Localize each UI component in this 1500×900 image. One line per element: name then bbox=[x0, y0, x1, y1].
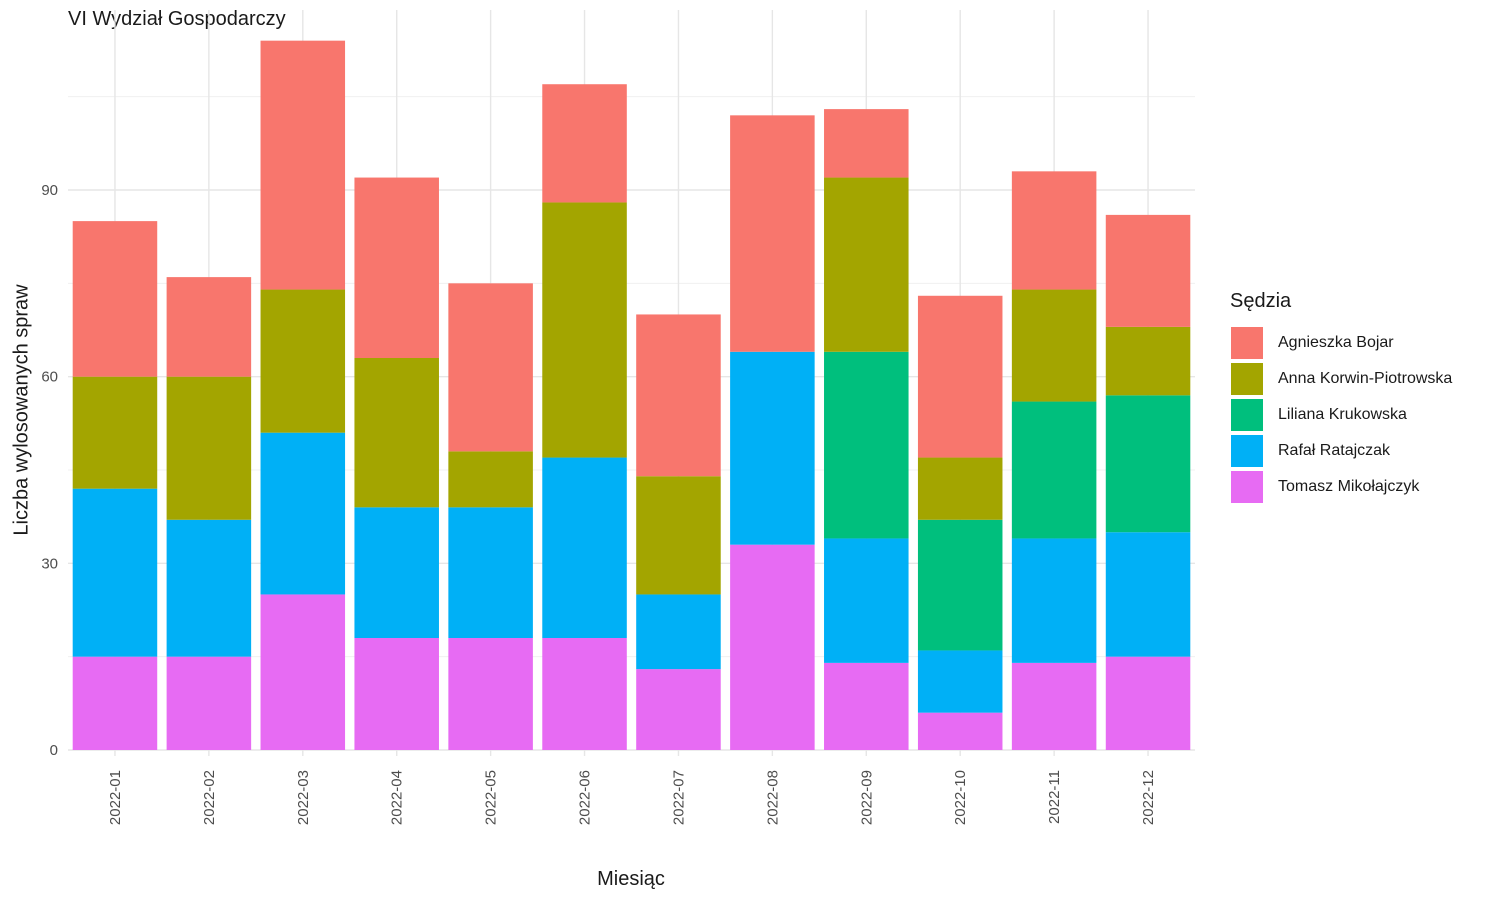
y-tick-label: 90 bbox=[41, 182, 58, 199]
legend-item: Agnieszka Bojar bbox=[1230, 325, 1452, 361]
bar-segment bbox=[354, 358, 439, 508]
x-tick-label: 2022-04 bbox=[389, 770, 406, 825]
bar-segment bbox=[354, 177, 439, 358]
legend-item: Anna Korwin-Piotrowska bbox=[1230, 361, 1452, 397]
bar-segment bbox=[1011, 289, 1097, 402]
bar-segment bbox=[260, 432, 346, 595]
bar-segment bbox=[448, 451, 533, 508]
bar-segment bbox=[636, 476, 721, 595]
legend-swatch bbox=[1230, 434, 1264, 468]
bar-segment bbox=[917, 712, 1003, 750]
bar-segment bbox=[1105, 395, 1191, 533]
x-tick-label: 2022-11 bbox=[1046, 770, 1063, 824]
bar-segment bbox=[1105, 214, 1191, 327]
bar-segment bbox=[824, 109, 909, 178]
bar-segment bbox=[72, 656, 158, 750]
bar-segment bbox=[166, 519, 252, 657]
x-tick-label: 2022-06 bbox=[577, 770, 594, 825]
legend-label: Liliana Krukowska bbox=[1278, 406, 1407, 423]
chart-title: VI Wydział Gospodarczy bbox=[68, 8, 286, 30]
legend-label: Agnieszka Bojar bbox=[1278, 334, 1394, 351]
bar-segment bbox=[824, 538, 909, 663]
bar-segment bbox=[824, 662, 909, 750]
legend-swatch bbox=[1230, 326, 1264, 360]
legend-swatch bbox=[1230, 398, 1264, 432]
bar-segment bbox=[1105, 532, 1191, 657]
x-tick-label: 2022-01 bbox=[107, 770, 124, 825]
y-tick-label: 0 bbox=[50, 742, 58, 759]
x-tick-label: 2022-10 bbox=[952, 770, 969, 825]
y-tick-label: 30 bbox=[41, 555, 58, 572]
y-tick-label: 60 bbox=[41, 369, 58, 386]
bar-segment bbox=[72, 221, 158, 377]
bar-segment bbox=[917, 295, 1003, 458]
x-tick-label: 2022-08 bbox=[764, 770, 781, 825]
x-tick-label: 2022-09 bbox=[858, 770, 875, 825]
legend-item: Rafał Ratajczak bbox=[1230, 433, 1452, 469]
legend-label: Anna Korwin-Piotrowska bbox=[1278, 370, 1453, 387]
bar-segment bbox=[72, 376, 158, 489]
bar-segment bbox=[166, 277, 252, 377]
bar-segment bbox=[917, 457, 1003, 520]
legend-swatch bbox=[1230, 470, 1264, 504]
bar-segment bbox=[636, 594, 721, 670]
bar-segment bbox=[824, 177, 909, 352]
bar-segment bbox=[1105, 656, 1191, 750]
bar-segment bbox=[260, 289, 346, 433]
bar-segment bbox=[730, 115, 815, 352]
legend-items: Agnieszka Bojar Anna Korwin-Piotrowska Lil… bbox=[1230, 325, 1452, 505]
legend-swatch bbox=[1230, 362, 1264, 396]
x-tick-label: 2022-07 bbox=[670, 770, 687, 825]
bar-segment bbox=[1011, 538, 1097, 663]
bar-segment bbox=[260, 40, 346, 290]
bar-segment bbox=[730, 351, 815, 545]
bar-segment bbox=[1105, 326, 1191, 396]
legend-item: Liliana Krukowska bbox=[1230, 397, 1452, 433]
bar-segment bbox=[542, 84, 627, 203]
bar-segment bbox=[542, 457, 627, 638]
bar-segment bbox=[448, 638, 533, 750]
x-tick-label: 2022-02 bbox=[201, 770, 218, 825]
bar-segment bbox=[636, 669, 721, 750]
legend-label: Rafał Ratajczak bbox=[1278, 442, 1391, 459]
x-tick-label: 2022-03 bbox=[295, 770, 312, 825]
bar-segment bbox=[166, 376, 252, 520]
bar-segment bbox=[542, 638, 627, 750]
bar-segment bbox=[917, 650, 1003, 713]
bar-segment bbox=[730, 544, 815, 750]
bar-segment bbox=[166, 656, 252, 750]
bar-segment bbox=[1011, 662, 1097, 750]
bar-segment bbox=[636, 314, 721, 477]
x-axis-label: Miesiąc bbox=[597, 868, 665, 890]
bar-segment bbox=[448, 283, 533, 452]
legend: Sędzia Agnieszka Bojar Anna Korwin-Piotro… bbox=[1230, 290, 1452, 505]
bar-segment bbox=[1011, 401, 1097, 539]
x-tick-label: 2022-05 bbox=[483, 770, 500, 825]
legend-label: Tomasz Mikołajczyk bbox=[1278, 478, 1420, 495]
bar-segment bbox=[824, 351, 909, 539]
bar-segment bbox=[354, 507, 439, 638]
x-tick-label: 2022-12 bbox=[1140, 770, 1157, 825]
bar-segment bbox=[448, 507, 533, 638]
legend-title: Sędzia bbox=[1230, 290, 1292, 312]
bar-segment bbox=[72, 488, 158, 657]
legend-item: Tomasz Mikołajczyk bbox=[1230, 469, 1452, 505]
bar-segment bbox=[542, 202, 627, 458]
bar-segment bbox=[1011, 171, 1097, 290]
bar-segment bbox=[917, 519, 1003, 651]
bar-segment bbox=[260, 594, 346, 750]
bar-segment bbox=[354, 638, 439, 750]
